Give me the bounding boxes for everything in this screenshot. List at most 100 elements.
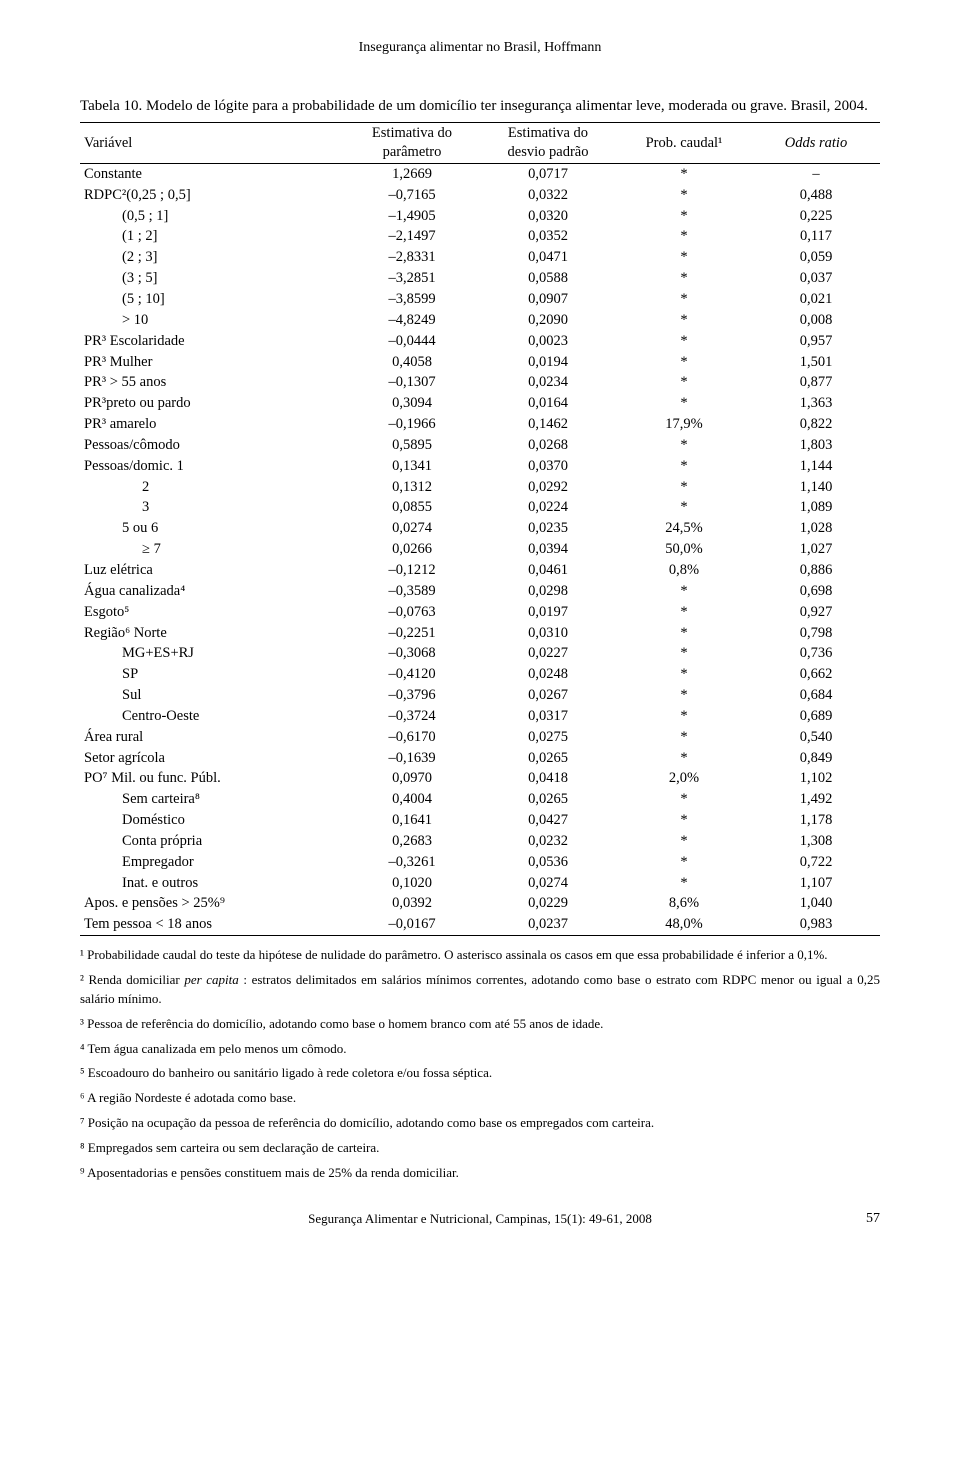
cell-estimate-param: 1,2669: [344, 163, 480, 184]
cell-prob: *: [616, 247, 752, 268]
cell-prob: *: [616, 810, 752, 831]
cell-prob: *: [616, 664, 752, 685]
cell-variable: 3: [80, 497, 344, 518]
cell-odds: 0,540: [752, 727, 880, 748]
cell-estimate-param: –0,0167: [344, 914, 480, 935]
cell-prob: *: [616, 727, 752, 748]
cell-odds: 0,698: [752, 581, 880, 602]
table-row: PR³ Escolaridade–0,04440,0023*0,957: [80, 331, 880, 352]
cell-estimate-param: 0,0970: [344, 768, 480, 789]
cell-odds: 1,089: [752, 497, 880, 518]
footnote: ⁸ Empregados sem carteira ou sem declara…: [80, 1139, 880, 1158]
cell-variable: Apos. e pensões > 25%⁹: [80, 893, 344, 914]
cell-odds: 0,886: [752, 560, 880, 581]
cell-estimate-param: 0,4004: [344, 789, 480, 810]
table-row: PR³ Mulher0,40580,0194*1,501: [80, 352, 880, 373]
cell-odds: 0,849: [752, 748, 880, 769]
cell-variable: Centro-Oeste: [80, 706, 344, 727]
cell-estimate-sd: 0,0265: [480, 789, 616, 810]
cell-estimate-sd: 0,0536: [480, 852, 616, 873]
cell-variable: PO⁷ Mil. ou func. Públ.: [80, 768, 344, 789]
cell-variable: 2: [80, 477, 344, 498]
cell-prob: 50,0%: [616, 539, 752, 560]
cell-odds: 1,028: [752, 518, 880, 539]
cell-odds: 1,140: [752, 477, 880, 498]
table-row: Pessoas/domic. 10,13410,0370*1,144: [80, 456, 880, 477]
cell-prob: *: [616, 789, 752, 810]
cell-variable: Sem carteira⁸: [80, 789, 344, 810]
cell-variable: PR³preto ou pardo: [80, 393, 344, 414]
cell-estimate-sd: 0,0907: [480, 289, 616, 310]
cell-estimate-sd: 0,0237: [480, 914, 616, 935]
cell-odds: 1,102: [752, 768, 880, 789]
cell-odds: 0,736: [752, 643, 880, 664]
cell-variable: Água canalizada⁴: [80, 581, 344, 602]
cell-estimate-param: 0,0274: [344, 518, 480, 539]
cell-prob: *: [616, 310, 752, 331]
cell-odds: 1,040: [752, 893, 880, 914]
cell-estimate-param: –0,1212: [344, 560, 480, 581]
cell-variable: PR³ amarelo: [80, 414, 344, 435]
table-row: (1 ; 2]–2,14970,0352*0,117: [80, 226, 880, 247]
cell-odds: 0,662: [752, 664, 880, 685]
cell-prob: *: [616, 372, 752, 393]
cell-variable: Empregador: [80, 852, 344, 873]
cell-estimate-sd: 0,0023: [480, 331, 616, 352]
cell-odds: 0,225: [752, 206, 880, 227]
cell-odds: 1,363: [752, 393, 880, 414]
cell-estimate-param: –0,1966: [344, 414, 480, 435]
cell-odds: 1,144: [752, 456, 880, 477]
cell-variable: (5 ; 10]: [80, 289, 344, 310]
col-header-estimate-sd: Estimativa do desvio padrão: [480, 123, 616, 164]
table-row: Doméstico0,16410,0427*1,178: [80, 810, 880, 831]
cell-odds: 1,501: [752, 352, 880, 373]
cell-prob: *: [616, 163, 752, 184]
cell-estimate-param: 0,1312: [344, 477, 480, 498]
table-header-row: Variável Estimativa do parâmetro Estimat…: [80, 123, 880, 164]
cell-estimate-sd: 0,0310: [480, 623, 616, 644]
cell-estimate-sd: 0,0224: [480, 497, 616, 518]
table-row: Centro-Oeste–0,37240,0317*0,689: [80, 706, 880, 727]
cell-prob: *: [616, 497, 752, 518]
footer-citation: Segurança Alimentar e Nutricional, Campi…: [80, 1211, 880, 1227]
cell-prob: *: [616, 602, 752, 623]
data-table: Variável Estimativa do parâmetro Estimat…: [80, 122, 880, 936]
cell-odds: 1,178: [752, 810, 880, 831]
cell-prob: 8,6%: [616, 893, 752, 914]
cell-estimate-param: –0,4120: [344, 664, 480, 685]
cell-odds: 1,492: [752, 789, 880, 810]
cell-variable: SP: [80, 664, 344, 685]
table-row: Apos. e pensões > 25%⁹0,03920,02298,6%1,…: [80, 893, 880, 914]
table-row: Pessoas/cômodo0,58950,0268*1,803: [80, 435, 880, 456]
cell-estimate-sd: 0,0427: [480, 810, 616, 831]
cell-estimate-sd: 0,0717: [480, 163, 616, 184]
cell-estimate-sd: 0,0322: [480, 185, 616, 206]
table-row: Sem carteira⁸0,40040,0265*1,492: [80, 789, 880, 810]
footnote: ⁴ Tem água canalizada em pelo menos um c…: [80, 1040, 880, 1059]
table-row: PR³preto ou pardo0,30940,0164*1,363: [80, 393, 880, 414]
table-row: Empregador–0,32610,0536*0,722: [80, 852, 880, 873]
cell-prob: 24,5%: [616, 518, 752, 539]
cell-odds: 0,983: [752, 914, 880, 935]
cell-estimate-sd: 0,0235: [480, 518, 616, 539]
cell-variable: PR³ Escolaridade: [80, 331, 344, 352]
cell-estimate-param: 0,1020: [344, 873, 480, 894]
cell-estimate-param: –0,2251: [344, 623, 480, 644]
col-header-odds: Odds ratio: [752, 123, 880, 164]
cell-prob: *: [616, 206, 752, 227]
table-row: Região⁶ Norte–0,22510,0310*0,798: [80, 623, 880, 644]
cell-estimate-sd: 0,0471: [480, 247, 616, 268]
cell-estimate-param: –0,3589: [344, 581, 480, 602]
table-row: PR³ amarelo–0,19660,146217,9%0,822: [80, 414, 880, 435]
cell-odds: 0,059: [752, 247, 880, 268]
cell-variable: Doméstico: [80, 810, 344, 831]
footnote: ⁷ Posição na ocupação da pessoa de refer…: [80, 1114, 880, 1133]
cell-odds: 0,021: [752, 289, 880, 310]
cell-estimate-param: 0,1641: [344, 810, 480, 831]
footnote: ² Renda domiciliar per capita : estratos…: [80, 971, 880, 1009]
cell-odds: 0,798: [752, 623, 880, 644]
table-row: PR³ > 55 anos–0,13070,0234*0,877: [80, 372, 880, 393]
table-row: MG+ES+RJ–0,30680,0227*0,736: [80, 643, 880, 664]
cell-estimate-sd: 0,1462: [480, 414, 616, 435]
table-row: Área rural–0,61700,0275*0,540: [80, 727, 880, 748]
